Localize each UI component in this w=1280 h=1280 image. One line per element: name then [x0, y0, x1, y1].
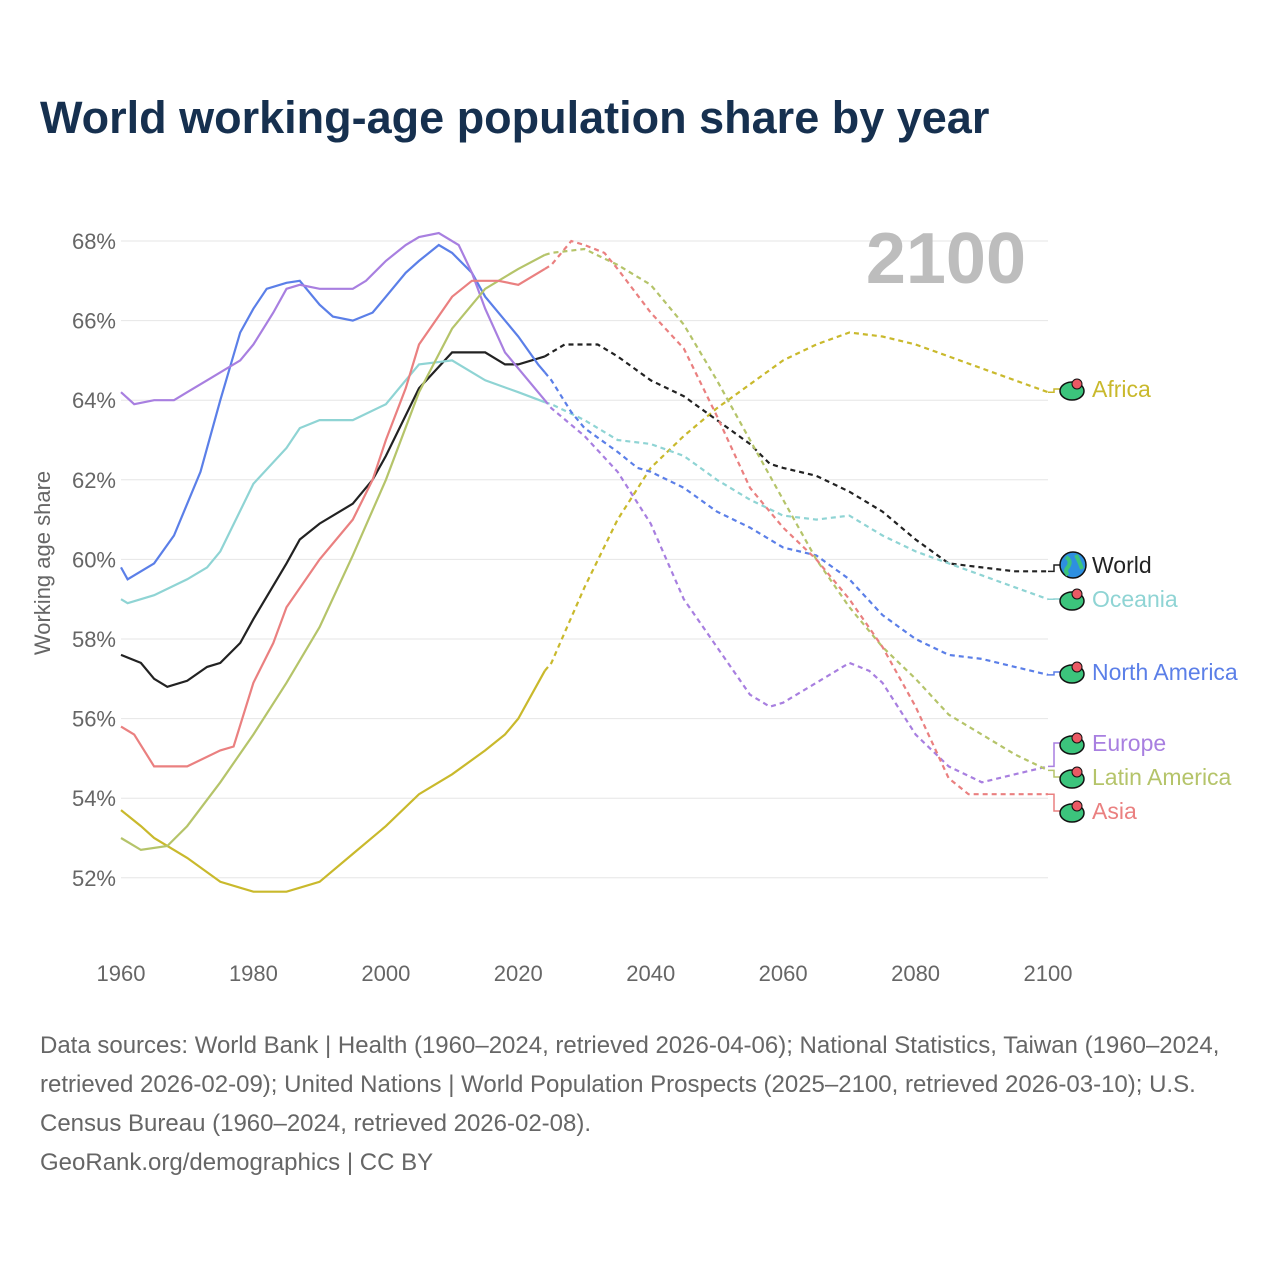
y-tick-label: 52%: [72, 866, 116, 891]
map-pin-icon: [1071, 800, 1083, 812]
chart-title: World working-age population share by ye…: [40, 92, 990, 143]
series-projection-africa: [543, 331, 1049, 672]
series-line-oceania: [120, 359, 546, 605]
y-tick-label: 54%: [72, 786, 116, 811]
series-label-world: World: [1092, 552, 1152, 578]
series-line-latin-america: [120, 253, 546, 852]
series-label-latin-america: Latin America: [1092, 764, 1232, 790]
label-connector: [1048, 388, 1060, 393]
y-tick-label: 64%: [72, 388, 116, 413]
series-label-oceania: Oceania: [1092, 586, 1178, 612]
y-tick-label: 66%: [72, 309, 116, 334]
label-connector: [1048, 671, 1060, 676]
y-tick-label: 56%: [72, 707, 116, 732]
series-line-europe: [120, 231, 546, 406]
series-line-africa: [120, 670, 546, 893]
y-tick-label: 60%: [72, 547, 116, 572]
series-projection-asia: [544, 239, 1048, 796]
y-tick-label: 58%: [72, 627, 116, 652]
data-sources: Data sources: World Bank | Health (1960–…: [40, 1032, 1220, 1137]
x-tick-label: 2100: [1024, 961, 1073, 986]
series-label-africa: Africa: [1092, 376, 1151, 402]
footer: Data sources: World Bank | Health (1960–…: [40, 1026, 1250, 1182]
x-tick-label: 1960: [97, 961, 146, 986]
map-pin-icon: [1071, 588, 1083, 600]
x-tick-label: 2080: [891, 961, 940, 986]
x-tick-label: 1980: [229, 961, 278, 986]
globe-land: [1064, 554, 1084, 577]
y-axis-label: Working age share: [30, 471, 55, 655]
series-label-asia: Asia: [1092, 798, 1137, 824]
series-projection-europe: [543, 399, 1049, 784]
x-tick-label: 2060: [759, 961, 808, 986]
label-connector: [1048, 564, 1060, 573]
label-connector: [1048, 769, 1060, 778]
line-chart: 52% 54% 56% 58% 60% 62% 64% 66% 68% 1960 1980 2000 2…: [30, 219, 1238, 986]
series-line-asia: [120, 267, 546, 768]
x-tick-label: 2000: [361, 961, 410, 986]
series-projection-north-america: [543, 371, 1049, 676]
credit: GeoRank.org/demographics | CC BY: [40, 1149, 434, 1176]
map-pin-icon: [1071, 732, 1083, 744]
series-line-world: [120, 351, 546, 688]
series-label-north-america: North America: [1092, 659, 1238, 685]
year-label: 2100: [866, 219, 1026, 299]
series-projection-latin-america: [544, 247, 1049, 772]
series-projection-world: [544, 343, 1048, 573]
label-connector: [1048, 742, 1060, 768]
label-connector: [1048, 793, 1060, 812]
series-label-europe: Europe: [1092, 730, 1166, 756]
map-pin-icon: [1071, 661, 1083, 673]
x-tick-label: 2040: [626, 961, 675, 986]
y-tick-label: 62%: [72, 468, 116, 493]
series-projection-oceania: [544, 401, 1049, 601]
x-tick-label: 2020: [494, 961, 543, 986]
map-pin-icon: [1071, 378, 1083, 390]
y-tick-label: 68%: [72, 229, 116, 254]
map-pin-icon: [1071, 766, 1083, 778]
